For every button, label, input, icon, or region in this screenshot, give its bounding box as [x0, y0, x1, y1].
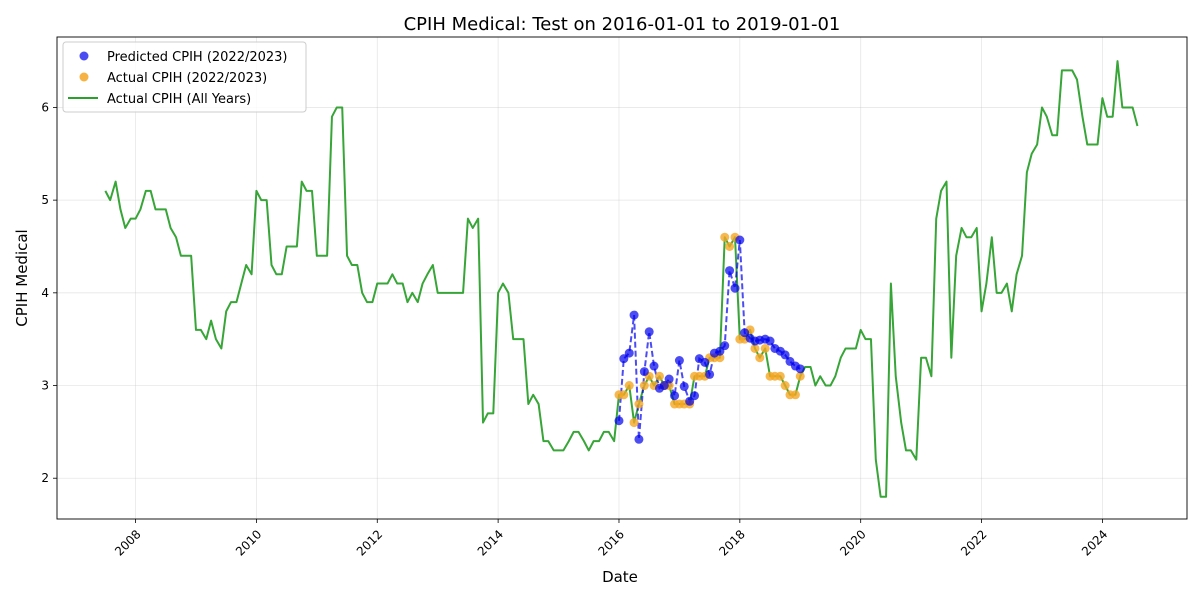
legend-predicted-marker: [79, 51, 89, 61]
actual-point: [720, 232, 730, 242]
axes-frame: [56, 36, 1188, 520]
y-tick-label: 2: [41, 471, 49, 485]
plot-area: [104, 60, 1139, 498]
predicted-point: [624, 348, 634, 358]
predicted-point: [659, 381, 669, 391]
grid: [57, 37, 1187, 519]
predicted-point: [670, 391, 680, 401]
actual-point: [619, 390, 629, 400]
legend-box: [62, 41, 307, 113]
predicted-point: [730, 283, 740, 293]
y-tick-label: 5: [41, 193, 49, 207]
actual-point: [634, 399, 644, 409]
y-axis-label: CPIH Medical: [13, 229, 31, 326]
predicted-point: [664, 374, 674, 384]
actual-point: [624, 381, 634, 391]
predicted-point: [629, 310, 639, 320]
predicted-point: [720, 341, 730, 351]
actual-point: [780, 381, 790, 391]
y-tick-label: 4: [41, 286, 49, 300]
predicted-point: [644, 327, 654, 337]
legend-actual-marker: [79, 72, 89, 82]
actual-point: [795, 371, 805, 381]
predicted-point: [740, 328, 750, 338]
actual-point: [750, 343, 760, 353]
predicted-point: [780, 350, 790, 360]
predicted-point: [725, 266, 735, 276]
predicted-point: [765, 336, 775, 346]
actual-point: [654, 371, 664, 381]
actual-point: [639, 381, 649, 391]
predicted-point: [639, 367, 649, 377]
actual-point: [755, 353, 765, 363]
predicted-point: [634, 434, 644, 444]
x-axis-label: Date: [602, 568, 638, 586]
predicted-point: [700, 357, 710, 367]
predicted-point: [674, 355, 684, 365]
legend-predicted-label: Predicted CPIH (2022/2023): [107, 50, 288, 65]
legend-actual-label: Actual CPIH (2022/2023): [107, 71, 267, 86]
y-tick-label: 3: [41, 379, 49, 393]
actual-point: [629, 418, 639, 428]
predicted-point: [679, 381, 689, 391]
predicted-point: [614, 416, 624, 426]
predicted-point: [619, 354, 629, 364]
predicted-point: [690, 391, 700, 401]
y-tick-label: 6: [41, 100, 49, 114]
predicted-point: [705, 369, 715, 379]
chart-title: CPIH Medical: Test on 2016-01-01 to 2019…: [404, 14, 841, 35]
actual-point: [775, 371, 785, 381]
legend-all-years-label: Actual CPIH (All Years): [107, 92, 251, 107]
actual-point: [725, 241, 735, 251]
predicted-point: [795, 364, 805, 374]
predicted-point: [735, 235, 745, 245]
actual-point: [790, 390, 800, 400]
actual-point: [760, 343, 770, 353]
legend: Predicted CPIH (2022/2023) Actual CPIH (…: [62, 41, 307, 113]
predicted-point: [649, 361, 659, 371]
